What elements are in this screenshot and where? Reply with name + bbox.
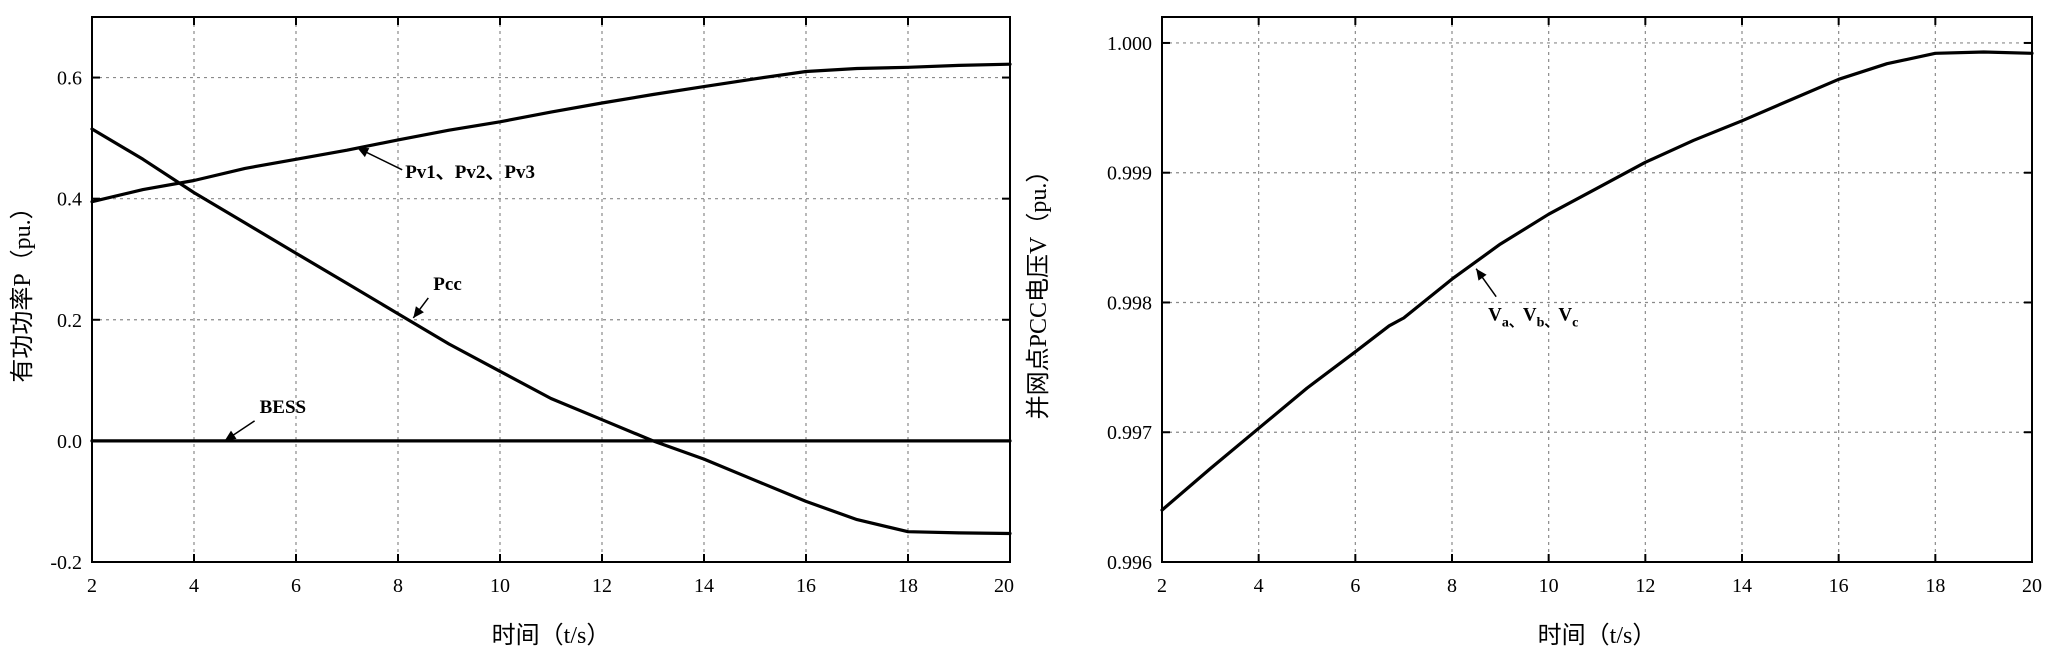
left-y-tick-label: 0.2 bbox=[57, 310, 82, 332]
right-x-tick-label: 4 bbox=[1254, 575, 1264, 597]
right-ticks: 2 4 6 8 10 12 14 16 18 20 0.996 0.997 0.998 0.999 1.00… bbox=[1107, 17, 2042, 597]
right-annotation-label: Va、Vb、Vc bbox=[1488, 305, 1578, 331]
right-x-tick-label: 8 bbox=[1447, 575, 1457, 597]
right-y-tick-label: 0.998 bbox=[1107, 292, 1152, 314]
right-x-tick-label: 6 bbox=[1350, 575, 1360, 597]
left-x-tick-label: 16 bbox=[796, 575, 816, 597]
right-series bbox=[1160, 50, 2034, 512]
right-x-tick-label: 18 bbox=[1925, 575, 1945, 597]
right-x-tick-label: 12 bbox=[1635, 575, 1655, 597]
right-x-tick-label: 20 bbox=[2022, 575, 2042, 597]
right-plot-frame bbox=[1161, 16, 2033, 563]
left-y-tick-label: 0.6 bbox=[57, 68, 82, 90]
left-x-tick-label: 4 bbox=[189, 575, 199, 597]
left-x-tick-label: 10 bbox=[490, 575, 510, 597]
left-x-tick-label: 2 bbox=[87, 575, 97, 597]
right-x-axis-label: 时间（t/s） bbox=[1538, 622, 1657, 649]
right-x-tick-label: 2 bbox=[1157, 575, 1167, 597]
right-chart-voltage: 2 4 6 8 10 12 14 16 18 20 0.996 0.997 0.998 0.999 1.00… bbox=[1025, 16, 2042, 649]
left-x-tick-label: 18 bbox=[898, 575, 918, 597]
left-annotation-label: Pcc bbox=[433, 274, 461, 295]
left-x-tick-label: 14 bbox=[694, 575, 714, 597]
right-annotation-arrowhead bbox=[1476, 268, 1487, 281]
left-annotation-arrowhead bbox=[224, 430, 237, 441]
left-series-line-pv1-pv2-pv3 bbox=[90, 62, 1012, 204]
left-ticks: 2 4 6 8 10 12 14 16 18 20 -0.2 0.0 0.2 0.4 0.6 bbox=[50, 17, 1014, 597]
left-y-tick-label: -0.2 bbox=[50, 552, 82, 574]
right-annotations: Va、Vb、Vc bbox=[1475, 268, 1578, 331]
left-x-tick-label: 12 bbox=[592, 575, 612, 597]
left-annotation-arrowhead bbox=[357, 147, 370, 158]
right-x-tick-label: 16 bbox=[1829, 575, 1849, 597]
left-y-tick-label: 0.0 bbox=[57, 431, 82, 453]
left-y-axis-label: 有功功率P（pu.） bbox=[9, 195, 36, 382]
right-series-line-va-vb-vc bbox=[1160, 50, 2034, 512]
right-x-tick-label: 14 bbox=[1732, 575, 1752, 597]
left-annotation-label: BESS bbox=[260, 397, 306, 418]
right-y-tick-label: 1.000 bbox=[1107, 33, 1152, 55]
left-x-tick-label: 6 bbox=[291, 575, 301, 597]
left-x-axis-label: 时间（t/s） bbox=[492, 622, 611, 649]
left-x-tick-label: 20 bbox=[994, 575, 1014, 597]
right-y-tick-label: 0.999 bbox=[1107, 163, 1152, 185]
left-series-line-pcc bbox=[90, 127, 1012, 536]
left-annotation-label: Pv1、Pv2、Pv3 bbox=[405, 162, 535, 183]
left-y-tick-label: 0.4 bbox=[57, 189, 82, 211]
left-annotation-arrowhead bbox=[413, 306, 424, 318]
left-chart-power: 2 4 6 8 10 12 14 16 18 20 -0.2 0.0 0.2 0.4 0.6 Pv1、Pv2… bbox=[9, 16, 1014, 649]
right-y-axis-label: 并网点PCC电压V（pu.） bbox=[1025, 159, 1052, 420]
left-annotations: Pv1、Pv2、Pv3 Pcc BESS bbox=[224, 147, 535, 442]
left-grid bbox=[92, 17, 1010, 562]
right-x-tick-label: 10 bbox=[1539, 575, 1559, 597]
right-y-tick-label: 0.997 bbox=[1107, 422, 1152, 444]
left-x-tick-label: 8 bbox=[393, 575, 403, 597]
right-y-tick-label: 0.996 bbox=[1107, 552, 1152, 574]
right-grid bbox=[1162, 17, 2032, 562]
left-series bbox=[90, 62, 1012, 536]
left-plot-frame bbox=[91, 16, 1011, 563]
